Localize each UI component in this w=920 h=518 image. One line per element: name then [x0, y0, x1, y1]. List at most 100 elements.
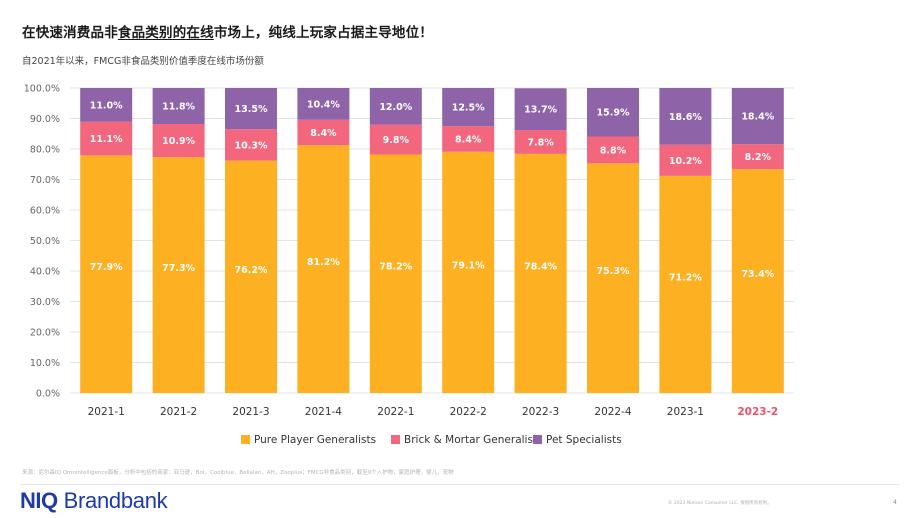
- bar-segment: [442, 88, 495, 127]
- bar-segment: [225, 88, 277, 130]
- data-label: 10.3%: [235, 140, 268, 151]
- x-tick-label: 2021-2: [160, 406, 197, 418]
- y-tick-label: 70.0%: [30, 175, 60, 186]
- page-title: 在快速消费品非食品类别的在线市场上，纯线上玩家占据主导地位！: [22, 21, 433, 41]
- x-tick-label: 2022-4: [594, 406, 632, 418]
- data-label: 18.4%: [741, 112, 774, 123]
- copyright-note: © 2023 Nielsen Consumer LLC. 保留所有权利。: [668, 501, 772, 506]
- data-label: 10.9%: [162, 136, 195, 147]
- bar-segment: [297, 145, 350, 393]
- bar-segment: [514, 153, 567, 393]
- data-label: 15.9%: [597, 108, 630, 119]
- bar-segment: [514, 88, 567, 131]
- bar-segment: [442, 151, 495, 393]
- data-label: 11.1%: [90, 134, 123, 145]
- data-label: 76.2%: [235, 265, 268, 276]
- y-tick-label: 10.0%: [30, 358, 60, 369]
- x-tick-label: 2021-3: [232, 406, 269, 418]
- y-tick-label: 0.0%: [36, 389, 60, 400]
- data-label: 13.5%: [235, 104, 268, 115]
- footer-divider: [20, 484, 900, 485]
- data-label: 10.2%: [669, 156, 702, 167]
- legend-swatch: [241, 435, 250, 444]
- bar-segment: [152, 123, 205, 158]
- data-label: 18.6%: [669, 112, 702, 123]
- brand-name: Brandbank: [63, 488, 168, 513]
- data-label: 73.4%: [741, 269, 774, 280]
- y-tick-label: 90.0%: [30, 114, 60, 125]
- bar-segment: [369, 154, 422, 393]
- bar-segment: [152, 88, 205, 124]
- data-label: 75.3%: [597, 266, 630, 277]
- legend-label: Brick & Mortar Generalists: [404, 434, 543, 446]
- legend-swatch: [533, 435, 542, 444]
- data-label: 9.8%: [383, 135, 410, 146]
- bar-segment: [152, 157, 205, 393]
- bar-segment: [297, 119, 350, 146]
- chart-subtitle: 自2021年以来，FMCG非食品类别价值季度在线市场份额: [22, 56, 264, 67]
- brand-logo: NIQ Brandbank: [20, 486, 168, 516]
- data-label: 8.8%: [600, 145, 627, 156]
- legend-label: Pet Specialists: [546, 434, 622, 446]
- bar-segment: [297, 88, 350, 120]
- bar-segment: [587, 136, 639, 164]
- data-label: 77.3%: [162, 263, 195, 274]
- stacked-bar-chart: 0.0% 10.0% 20.0% 30.0% 40.0% 50.0% 60.0% 70.0% 8…: [24, 84, 794, 446]
- data-label: 11.0%: [90, 100, 123, 111]
- data-label: 13.7%: [524, 105, 557, 116]
- x-tick-label: 2022-1: [377, 406, 414, 418]
- source-note: 来源：尼尔森IQ Omnintelligence面板，分析中包括的商家：亚马逊，…: [22, 470, 454, 476]
- page-number: 4: [893, 499, 897, 506]
- data-label: 7.8%: [527, 137, 554, 148]
- bar-segment: [731, 144, 784, 170]
- y-tick-label: 60.0%: [30, 206, 60, 217]
- title-part-2: 市场上，纯线上玩家占据主导地位！: [213, 25, 434, 41]
- bar-segment: [587, 88, 639, 137]
- data-label: 79.1%: [452, 260, 485, 271]
- data-label: 10.4%: [307, 99, 340, 110]
- x-tick-label: 2021-1: [88, 406, 125, 418]
- y-tick-label: 100.0%: [24, 84, 60, 95]
- bar-segment: [659, 175, 712, 393]
- bar-segment: [225, 129, 277, 161]
- data-label: 78.2%: [379, 262, 412, 273]
- bar-segment: [80, 88, 133, 122]
- bar-segment: [659, 88, 712, 145]
- data-label: 78.4%: [524, 261, 557, 272]
- data-label: 81.2%: [307, 257, 340, 268]
- bar-segment: [369, 88, 422, 125]
- y-tick-label: 20.0%: [30, 328, 60, 339]
- legend-label: Pure Player Generalists: [254, 434, 376, 446]
- y-tick-label: 80.0%: [30, 145, 60, 156]
- bar-segment: [731, 169, 784, 393]
- x-tick-label: 2023-1: [667, 406, 704, 418]
- bar-segment: [369, 124, 422, 155]
- bar-segment: [80, 155, 133, 393]
- bar-segment: [514, 130, 567, 154]
- x-tick-label: 2023-2: [737, 406, 778, 418]
- brand-niq: NIQ: [20, 488, 58, 513]
- data-label: 8.4%: [310, 128, 337, 139]
- x-tick-label: 2022-3: [522, 406, 559, 418]
- legend-swatch: [391, 435, 400, 444]
- data-label: 12.5%: [452, 103, 485, 114]
- data-label: 12.0%: [379, 102, 412, 113]
- bar-segment: [442, 126, 495, 152]
- data-label: 8.2%: [745, 152, 772, 163]
- data-label: 11.8%: [162, 101, 195, 112]
- bar-segment: [225, 160, 277, 393]
- data-label: 8.4%: [455, 134, 482, 145]
- x-tick-label: 2021-4: [305, 406, 343, 418]
- title-highlight: 食品类别的在线: [117, 25, 214, 41]
- bar-segment: [659, 144, 712, 176]
- title-part-1: 在快速消费品非: [22, 25, 118, 41]
- bar-segment: [587, 163, 639, 393]
- bar-segment: [731, 88, 784, 145]
- y-tick-label: 50.0%: [30, 236, 60, 247]
- x-tick-label: 2022-2: [450, 406, 487, 418]
- data-label: 77.9%: [90, 262, 123, 273]
- data-label: 71.2%: [669, 272, 702, 283]
- bar-segment: [80, 121, 133, 156]
- y-tick-label: 40.0%: [30, 267, 60, 278]
- y-tick-label: 30.0%: [30, 297, 60, 308]
